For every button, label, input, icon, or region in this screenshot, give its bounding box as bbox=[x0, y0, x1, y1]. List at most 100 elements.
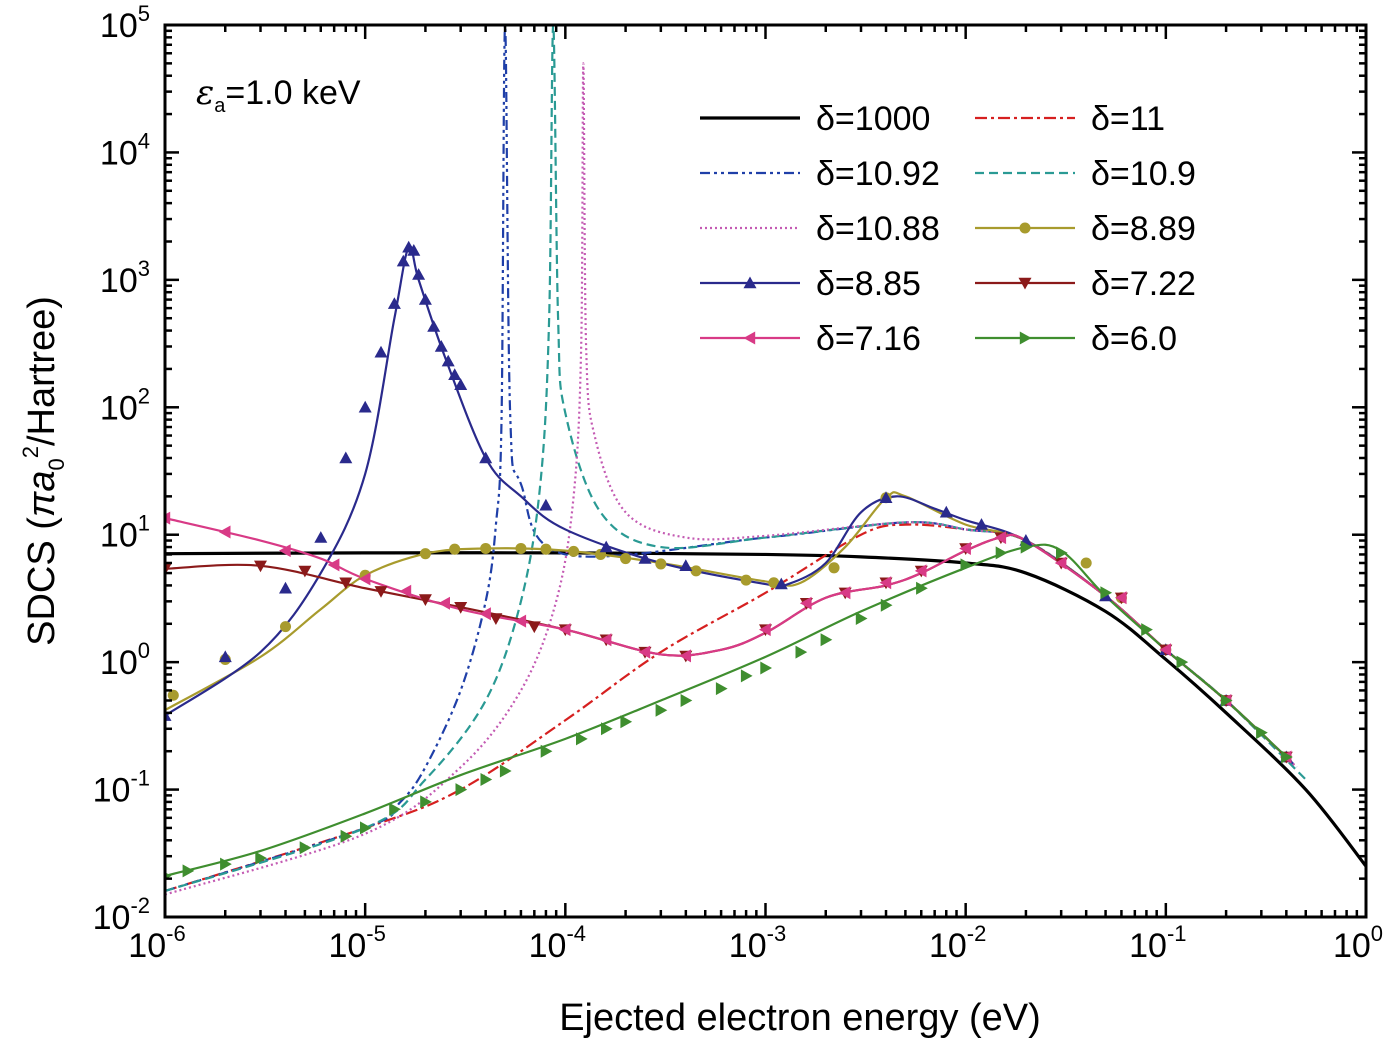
series-6-marker-13 bbox=[427, 320, 441, 332]
series-6-marker-16 bbox=[448, 368, 462, 380]
series-9-marker-19 bbox=[740, 669, 753, 683]
series-9-marker-27 bbox=[995, 546, 1008, 560]
series-5-marker-14 bbox=[740, 574, 752, 586]
series-8-marker-19 bbox=[994, 531, 1007, 545]
y-tick-label-4: 102 bbox=[100, 383, 150, 427]
series-line-2 bbox=[165, 25, 1298, 893]
series-9-marker-4 bbox=[299, 841, 312, 855]
series-9-marker-31 bbox=[1141, 623, 1153, 637]
series-9-marker-1 bbox=[182, 864, 195, 878]
x-tick-label-1: 10-5 bbox=[328, 921, 385, 965]
series-5-marker-18 bbox=[1080, 557, 1092, 569]
series-9-marker-26 bbox=[960, 558, 973, 572]
series-6-marker-10 bbox=[407, 244, 421, 256]
series-5-marker-9 bbox=[568, 545, 580, 557]
series-8-marker-7 bbox=[479, 607, 491, 621]
series-8-marker-6 bbox=[438, 596, 450, 610]
series-8-marker-14 bbox=[799, 596, 812, 610]
series-9-marker-6 bbox=[360, 821, 372, 835]
series-9-marker-3 bbox=[255, 851, 267, 865]
series-5-marker-13 bbox=[690, 565, 702, 577]
y-axis-title: SDCS (πa02/Hartree) bbox=[18, 296, 69, 646]
legend-label-9: δ=6.0 bbox=[1091, 320, 1177, 358]
series-9-marker-2 bbox=[220, 857, 232, 871]
y-tick-label-1: 10-1 bbox=[93, 766, 150, 810]
series-7-marker-4 bbox=[374, 586, 388, 598]
series-8-marker-4 bbox=[358, 572, 371, 586]
y-tick-label-7: 105 bbox=[100, 1, 150, 45]
series-8-marker-1 bbox=[218, 525, 231, 539]
series-8-marker-8 bbox=[514, 614, 527, 628]
series-6-marker-18 bbox=[479, 451, 493, 464]
series-9-marker-29 bbox=[1056, 546, 1068, 560]
legend-label-5: δ=8.89 bbox=[1091, 210, 1196, 248]
series-line-1 bbox=[165, 523, 1298, 893]
legend-label-8: δ=7.16 bbox=[816, 320, 921, 358]
series-5-marker-8 bbox=[540, 543, 552, 555]
series-7-marker-0 bbox=[165, 563, 172, 576]
series-5-marker-6 bbox=[480, 542, 492, 554]
series-8-marker-5 bbox=[399, 584, 412, 598]
series-5-marker-2 bbox=[279, 621, 292, 633]
series-8-marker-9 bbox=[558, 623, 571, 637]
legend-label-1: δ=11 bbox=[1091, 100, 1165, 138]
legend-label-2: δ=10.92 bbox=[816, 155, 940, 193]
series-7-marker-2 bbox=[298, 565, 312, 578]
series-8-marker-10 bbox=[599, 633, 612, 647]
series-9-marker-21 bbox=[795, 645, 808, 659]
series-9-marker-12 bbox=[540, 744, 553, 758]
series-6-marker-15 bbox=[441, 354, 455, 367]
series-5-marker-16 bbox=[828, 562, 840, 574]
series-9-marker-17 bbox=[680, 694, 693, 707]
series-8-marker-15 bbox=[838, 586, 851, 600]
series-8-marker-18 bbox=[959, 542, 971, 555]
tick-label-layer: 10-6 10-5 10-4 10-3 10-2 10-1 100 10-2 10-1 100 10… bbox=[93, 1, 1383, 965]
series-9-marker-35 bbox=[1281, 750, 1293, 764]
series-9-marker-24 bbox=[880, 598, 893, 612]
x-tick-label-3: 10-3 bbox=[729, 921, 786, 965]
series-9-marker-7 bbox=[389, 802, 401, 816]
series-6-marker-6 bbox=[374, 345, 388, 358]
series-8-marker-16 bbox=[879, 576, 892, 590]
series-5-marker-7 bbox=[515, 542, 527, 554]
series-9-marker-25 bbox=[916, 581, 928, 595]
series-9-marker-9 bbox=[455, 783, 468, 797]
x-tick-label-0: 10-6 bbox=[128, 921, 185, 965]
series-9-marker-14 bbox=[601, 722, 613, 736]
series-8-marker-2 bbox=[279, 544, 291, 558]
series-8-marker-13 bbox=[759, 623, 771, 637]
legend: δ=1000 δ=11 δ=10.92 δ=10.9 δ=10.88 δ=8.89 δ=8.… bbox=[700, 100, 1196, 358]
series-9-marker-8 bbox=[420, 795, 432, 809]
series-6-marker-20 bbox=[599, 540, 613, 553]
series-6-marker-3 bbox=[314, 531, 328, 543]
series-5-marker-4 bbox=[419, 548, 431, 560]
series-6-marker-12 bbox=[418, 293, 432, 305]
series-6-marker-7 bbox=[387, 297, 401, 309]
series-9-marker-10 bbox=[480, 773, 493, 786]
legend-label-0: δ=1000 bbox=[816, 100, 930, 138]
series-6-marker-24 bbox=[879, 491, 893, 503]
series-8-marker-11 bbox=[638, 645, 651, 659]
series-6-marker-22 bbox=[679, 559, 693, 571]
series-9-marker-34 bbox=[1256, 726, 1268, 740]
legend-marker-7 bbox=[1018, 277, 1032, 290]
legend-label-3: δ=10.9 bbox=[1091, 155, 1196, 193]
energy-annotation: εa=1.0 keV bbox=[196, 73, 361, 117]
series-8-marker-12 bbox=[679, 649, 691, 663]
x-tick-label-2: 10-4 bbox=[529, 921, 586, 965]
series-6-marker-4 bbox=[339, 451, 353, 464]
series-5-marker-12 bbox=[655, 558, 667, 570]
series-6-marker-0 bbox=[165, 709, 172, 721]
y-tick-label-5: 103 bbox=[100, 256, 150, 300]
series-6-marker-14 bbox=[434, 340, 448, 352]
series-9-marker-20 bbox=[760, 661, 772, 675]
y-tick-label-2: 100 bbox=[100, 638, 150, 682]
series-7-marker-1 bbox=[254, 560, 267, 573]
series-5-marker-11 bbox=[620, 553, 632, 565]
legend-marker-9 bbox=[1019, 331, 1032, 345]
legend-marker-5 bbox=[1019, 222, 1031, 234]
series-7-marker-5 bbox=[418, 594, 432, 606]
series-9-marker-23 bbox=[855, 612, 868, 625]
series-5-marker-15 bbox=[768, 577, 780, 589]
